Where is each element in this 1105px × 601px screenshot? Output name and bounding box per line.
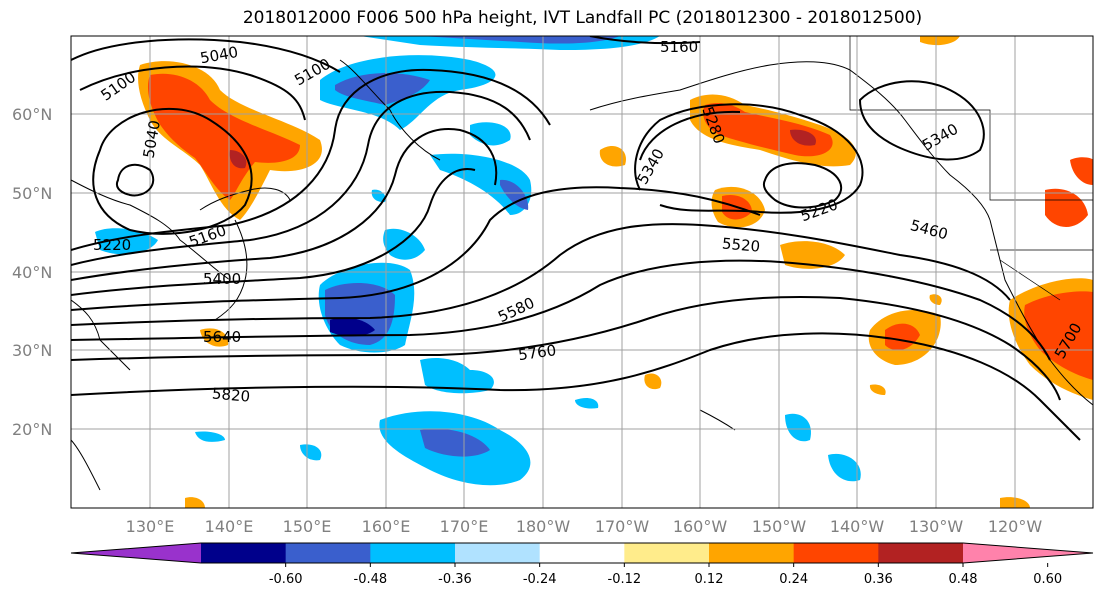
- contour-label: 5820: [211, 384, 251, 405]
- map-title: 2018012000 F006 500 hPa height, IVT Land…: [242, 8, 923, 28]
- lon-tick-label: 150°W: [752, 517, 807, 536]
- lon-tick-label: 160°W: [673, 517, 728, 536]
- lon-tick-label: 140°W: [830, 517, 885, 536]
- colorbar-outline: [70, 542, 1094, 564]
- lon-tick-label: 150°E: [283, 517, 332, 536]
- colorbar-segment: [793, 543, 879, 563]
- lon-tick-label: 140°E: [205, 517, 254, 536]
- colorbar-segment: [285, 543, 371, 563]
- colorbar-tick-label: 0.12: [695, 572, 724, 587]
- colorbar: -0.60 -0.48 -0.36 -0.24 -0.12 0.12 0.24 0.36 0.4…: [70, 542, 1094, 587]
- colorbar-extend-high: [963, 543, 1093, 563]
- colorbar-segment: [709, 543, 795, 563]
- borders: [849, 36, 1093, 301]
- lat-tick-label: 30°N: [12, 341, 52, 360]
- colorbar-tick-label: 0.24: [779, 572, 808, 587]
- lon-tick-label: 170°W: [595, 517, 650, 536]
- contour-label: 5640: [203, 328, 241, 346]
- colorbar-tick-label: 0.36: [864, 572, 893, 587]
- map-frame: [70, 35, 1094, 509]
- contour-label: 5760: [517, 341, 557, 364]
- colorbar-segment: [878, 543, 964, 563]
- contour-label: 5400: [203, 270, 241, 288]
- colorbar-tick-label: -0.60: [269, 572, 303, 587]
- contour-label: 5520: [721, 234, 761, 255]
- lon-tick-label: 180°W: [516, 517, 571, 536]
- colorbar-tick-label: -0.48: [354, 572, 388, 587]
- colorbar-tick-label: 0.60: [1033, 572, 1062, 587]
- colorbar-segment: [370, 543, 456, 563]
- lat-tick-label: 20°N: [12, 420, 52, 439]
- colorbar-extend-low: [71, 543, 201, 563]
- lon-tick-label: 130°W: [909, 517, 964, 536]
- lat-tick-label: 60°N: [12, 105, 52, 124]
- lon-tick-label: 170°E: [440, 517, 489, 536]
- colorbar-tick-label: -0.12: [608, 572, 642, 587]
- lon-tick-label: 130°E: [126, 517, 175, 536]
- lon-tick-label: 120°W: [988, 517, 1043, 536]
- colorbar-segment: [455, 543, 541, 563]
- contour-label: 5220: [93, 236, 131, 254]
- lat-tick-label: 50°N: [12, 184, 52, 203]
- longitude-labels: 130°E 140°E 150°E 160°E 170°E 180°W 170°…: [126, 517, 1043, 536]
- lat-tick-label: 40°N: [12, 263, 52, 282]
- lon-tick-label: 160°E: [362, 517, 411, 536]
- colorbar-segment: [201, 543, 287, 563]
- height-contours: [71, 36, 1081, 441]
- colorbar-segment: [624, 543, 710, 563]
- contour-label: 5160: [660, 38, 698, 56]
- colorbar-segment: [539, 543, 625, 563]
- latitude-labels: 60°N 50°N 40°N 30°N 20°N: [12, 105, 52, 439]
- colorbar-tick-label: 0.48: [949, 572, 978, 587]
- colorbar-tick-label: -0.24: [523, 572, 557, 587]
- ivt-negative-shading: [95, 36, 861, 486]
- colorbar-tick-label: -0.36: [438, 572, 472, 587]
